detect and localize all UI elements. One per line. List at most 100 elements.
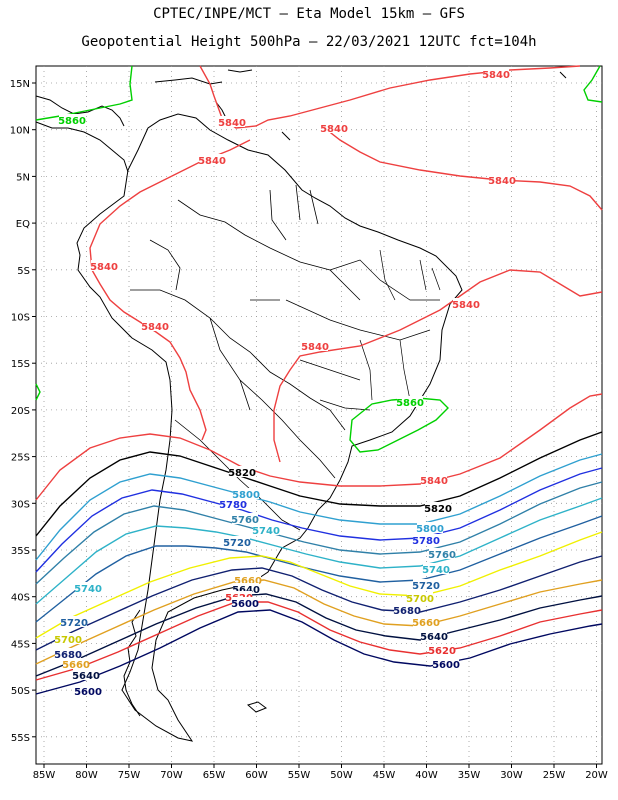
contour-5860-northeast <box>583 65 603 103</box>
y-tick-label: 25S <box>11 453 30 464</box>
contour-label: 5620 <box>428 646 456 657</box>
contour-label-bg <box>61 616 87 627</box>
contour-label: 5860 <box>396 398 424 409</box>
contour-label-bg <box>413 616 439 627</box>
contour-label: 5840 <box>482 70 510 81</box>
contour-label: 5840 <box>488 176 516 187</box>
contour-label: 5740 <box>422 565 450 576</box>
contour-5860-west-edge <box>35 383 41 401</box>
contour-label-bg <box>417 522 443 533</box>
contour-label: 5840 <box>320 124 348 135</box>
contour-5760 <box>35 481 603 585</box>
contour-label: 5600 <box>74 687 102 698</box>
country-borders <box>130 184 361 531</box>
contour-label: 5680 <box>54 650 82 661</box>
contours <box>35 65 603 695</box>
contour-5640 <box>35 593 603 677</box>
x-tick-label: 55W <box>288 770 311 781</box>
contour-label-bg <box>413 534 439 545</box>
x-tick-label: 45W <box>373 770 396 781</box>
contour-label: 5780 <box>412 536 440 547</box>
contour-label: 5720 <box>412 581 440 592</box>
contour-label-bg <box>55 633 81 644</box>
brazil-state-borders <box>250 249 441 411</box>
contour-label-bg <box>232 597 258 608</box>
y-tick-label: 55S <box>11 733 30 744</box>
contour-label: 5640 <box>232 585 260 596</box>
contour-5840-west <box>89 139 251 441</box>
y-tick-label: 10S <box>11 313 30 324</box>
contour-label: 5700 <box>406 594 434 605</box>
south-america-coastline <box>76 113 463 742</box>
contour-label: 5840 <box>301 342 329 353</box>
coastlines <box>35 69 567 742</box>
y-tick-label: 20S <box>11 406 30 417</box>
x-tick-label: 35W <box>458 770 481 781</box>
y-tick-label: 40S <box>11 593 30 604</box>
contour-label-bg <box>421 630 447 641</box>
contour-label: 5760 <box>231 515 259 526</box>
x-tick-label: 40W <box>415 770 438 781</box>
contour-label: 5840 <box>198 156 226 167</box>
contour-label-bg <box>302 340 328 351</box>
contour-5840-northeast-loop <box>273 269 603 463</box>
contour-labels: 5840 5840 5840 5840 5840 5840 5840 5840 5840 5840… <box>54 68 516 698</box>
y-tick-label: 10N <box>10 126 30 137</box>
contour-label-bg <box>235 574 261 585</box>
contour-label-bg <box>220 498 246 509</box>
x-tick-label: 25W <box>543 770 566 781</box>
y-tick-label: 35S <box>11 546 30 557</box>
contour-label-bg <box>233 488 259 499</box>
contour-label-bg <box>407 592 433 603</box>
x-tick-label: 85W <box>33 770 56 781</box>
contour-label-bg <box>229 466 255 477</box>
contour-label-bg <box>253 524 279 535</box>
x-tick-label: 20W <box>585 770 608 781</box>
central-america-coastline <box>35 95 129 173</box>
contour-5660 <box>35 579 603 665</box>
contour-5720 <box>35 515 603 623</box>
contour-label: 5760 <box>428 550 456 561</box>
contour-label-bg <box>453 298 479 309</box>
map-frame <box>35 65 603 765</box>
contour-label-bg <box>232 513 258 524</box>
contour-label-bg <box>199 154 225 165</box>
y-tick-label: 50S <box>11 686 30 697</box>
contour-label: 5840 <box>141 322 169 333</box>
contour-label-bg <box>425 502 451 513</box>
contour-label: 5820 <box>228 468 256 479</box>
contour-label: 5600 <box>231 599 259 610</box>
x-tick-label: 80W <box>75 770 98 781</box>
contour-5680 <box>35 555 603 651</box>
y-tick-label: 5N <box>16 172 30 183</box>
x-tick-label: 70W <box>160 770 183 781</box>
contour-label: 5740 <box>252 526 280 537</box>
contour-label-bg <box>226 591 252 602</box>
contour-5840-south <box>35 393 603 501</box>
contour-label-bg <box>224 536 250 547</box>
contour-label-bg <box>75 685 101 696</box>
contour-label: 5720 <box>223 538 251 549</box>
title-line-1: CPTEC/INPE/MCT – Eta Model 15km – GFS <box>153 6 465 22</box>
contour-label-bg <box>73 669 99 680</box>
contour-label-bg <box>394 604 420 615</box>
contour-5860-brazil <box>349 397 449 453</box>
contour-label-bg <box>59 114 85 125</box>
contour-label: 5660 <box>412 618 440 629</box>
contour-label-bg <box>63 658 89 669</box>
contour-label: 5860 <box>58 116 86 127</box>
contour-label: 5820 <box>424 504 452 515</box>
contour-5620 <box>35 601 603 681</box>
contour-5600 <box>35 609 603 695</box>
contour-5700 <box>35 531 603 639</box>
contour-label: 5720 <box>60 618 88 629</box>
contour-label: 5800 <box>232 490 260 501</box>
contour-label-bg <box>233 583 259 594</box>
contour-label: 5680 <box>393 606 421 617</box>
contour-label-bg <box>397 396 423 407</box>
contour-label: 5740 <box>74 584 102 595</box>
contour-label-bg <box>433 658 459 669</box>
contour-label-bg <box>423 563 449 574</box>
contour-5840-middle <box>321 125 603 211</box>
